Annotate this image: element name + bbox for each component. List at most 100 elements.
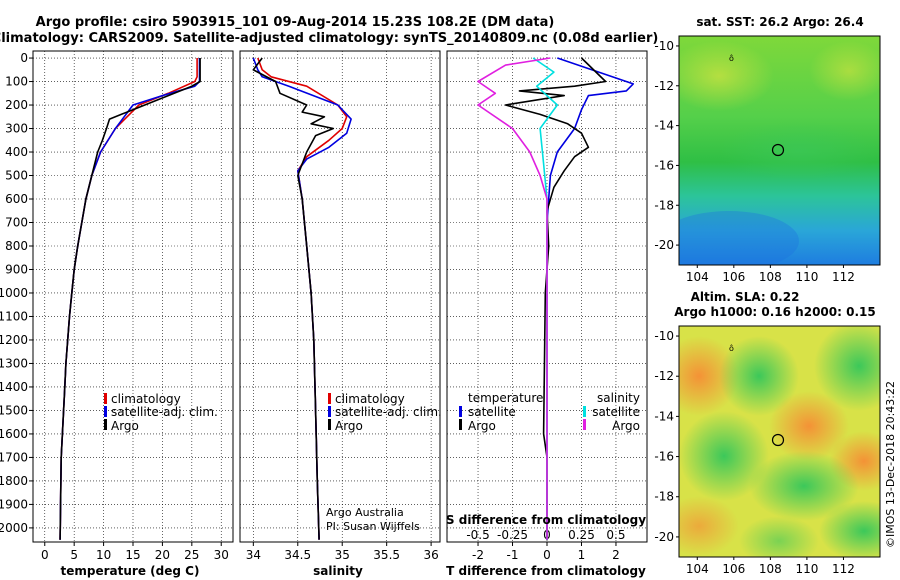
x-tick-label: 35.5 [373,548,400,562]
salinity-axes-frame [239,50,441,543]
x-tick-label: 34 [246,548,261,562]
series-line-argo [252,57,335,540]
depth-tick-label: 600 [5,192,28,206]
x-tick-label: 2 [612,548,620,562]
series-line-climatology [257,57,348,540]
imos-side-note: ©IMOS 13-Dec-2018 20:43:22 [884,381,897,548]
legend-sal-argo-swatch [583,419,586,430]
sst-map-title: sat. SST: 26.2 Argo: 26.4 [696,15,863,29]
sla-map-title1: Altim. SLA: 0.22 [691,290,800,304]
t-difference-xlabel: T difference from climatology [446,564,646,578]
x-tick-label: 1 [578,548,586,562]
depth-tick-label: 2000 [0,521,28,535]
sst-map: sat. SST: 26.2 Argo: 26.4 -10 -12 -14 -16 -1… [654,15,881,284]
map-lat-label: -10 [654,39,674,53]
legend-sal-satellite-swatch [583,406,586,417]
s-difference-xlabel: S difference from climatology [446,513,646,527]
sla-map-small-mark: ô [729,343,734,353]
legend-sal-argo: Argo [612,419,640,433]
legend-satellite-swatch [328,406,331,417]
legend-climatology: climatology [335,392,405,406]
x-tick-label: -2 [472,548,484,562]
legend-argo-swatch [328,419,331,430]
legend-temp-satellite-swatch [459,406,462,417]
sst-cold-patch [679,211,799,265]
legend-salinity-head: salinity [597,391,640,405]
legend-argo: Argo [335,419,363,433]
map-lat-label: -20 [654,238,674,252]
map-lat-label: -18 [654,198,674,212]
map-lat-label: -14 [654,119,674,133]
sst-argo-position-marker [771,143,785,157]
depth-tick-label: 1800 [0,474,28,488]
temperature-xlabel: temperature (deg C) [61,564,200,578]
legend-argo-swatch [104,419,107,430]
series-line-climatology [59,58,198,540]
legend-satellite: satellite-adj. clim. [111,405,218,419]
temperature-legend: climatology satellite-adj. clim. Argo [104,392,218,433]
legend-satellite: satellite-adj. clim. [335,405,442,419]
map-lat-label: -16 [654,158,674,172]
legend-temp-argo-swatch [459,419,462,430]
sla-high-patch [679,496,739,556]
x-tick-label: 30 [214,548,229,562]
series-line-argo [59,58,201,540]
depth-tick-label: 900 [5,262,28,276]
x-tick-label: 35 [335,548,350,562]
legend-temp-argo: Argo [468,419,496,433]
sla-low-patch [719,336,799,416]
x-tick-label: 20 [155,548,170,562]
depth-tick-label: 200 [5,98,28,112]
legend-climatology: climatology [111,392,181,406]
depth-tick-label: 800 [5,239,28,253]
legend-satellite-swatch [104,406,107,417]
sst-warm-patch [809,41,880,101]
map-lat-label: -18 [654,490,674,504]
sla-argo-position-marker [771,433,785,447]
depth-tick-label: 0 [20,51,28,65]
depth-tick-label: 400 [5,145,28,159]
x-tick-label: 5 [70,548,78,562]
legend-argo: Argo [111,419,139,433]
map-lon-label: 112 [832,562,855,576]
depth-tick-label: 1000 [0,286,28,300]
map-lon-label: 110 [795,270,818,284]
figure-title-line2: Climatology: CARS2009. Satellite-adjuste… [0,31,658,46]
legend-climatology-swatch [328,393,331,404]
x-tick-label: -1 [507,548,519,562]
map-lat-label: -12 [654,369,674,383]
sla-low-patch [679,411,769,501]
salinity-legend: climatology satellite-adj. clim. Argo [328,392,442,433]
credit-pi: PI: Susan Wijffels [326,520,420,533]
map-lon-label: 106 [722,562,745,576]
top-x-tick-label: 0.25 [568,528,595,542]
depth-tick-label: 1100 [0,309,28,323]
sla-low-patch [819,501,880,557]
top-x-tick-label: -0.25 [497,528,528,542]
x-tick-label: 0 [543,548,551,562]
map-lat-label: -14 [654,409,674,423]
legend-temperature-head: temperature [468,391,543,405]
sst-map-small-mark: ô [729,53,734,63]
depth-tick-label: 1400 [0,380,28,394]
map-lon-label: 112 [832,270,855,284]
map-lon-label: 110 [795,562,818,576]
map-lon-label: 108 [759,562,782,576]
salinity-xlabel: salinity [313,564,363,578]
depth-tick-label: 1200 [0,333,28,347]
x-tick-label: 34.5 [284,548,311,562]
sst-green-patch [719,121,879,181]
x-tick-label: 36 [423,548,438,562]
depth-tick-label: 1900 [0,497,28,511]
depth-tick-label: 1600 [0,427,28,441]
x-tick-label: 15 [125,548,140,562]
depth-tick-label: 1500 [0,403,28,417]
legend-temp-satellite: satellite [468,405,516,419]
depth-tick-label: 1700 [0,450,28,464]
map-lat-label: -12 [654,79,674,93]
depth-tick-label: 500 [5,169,28,183]
sst-warm-patch [679,41,774,111]
temperature-panel: 0100200300400500600700800900100011001200… [0,50,234,578]
legend-climatology-swatch [104,393,107,404]
